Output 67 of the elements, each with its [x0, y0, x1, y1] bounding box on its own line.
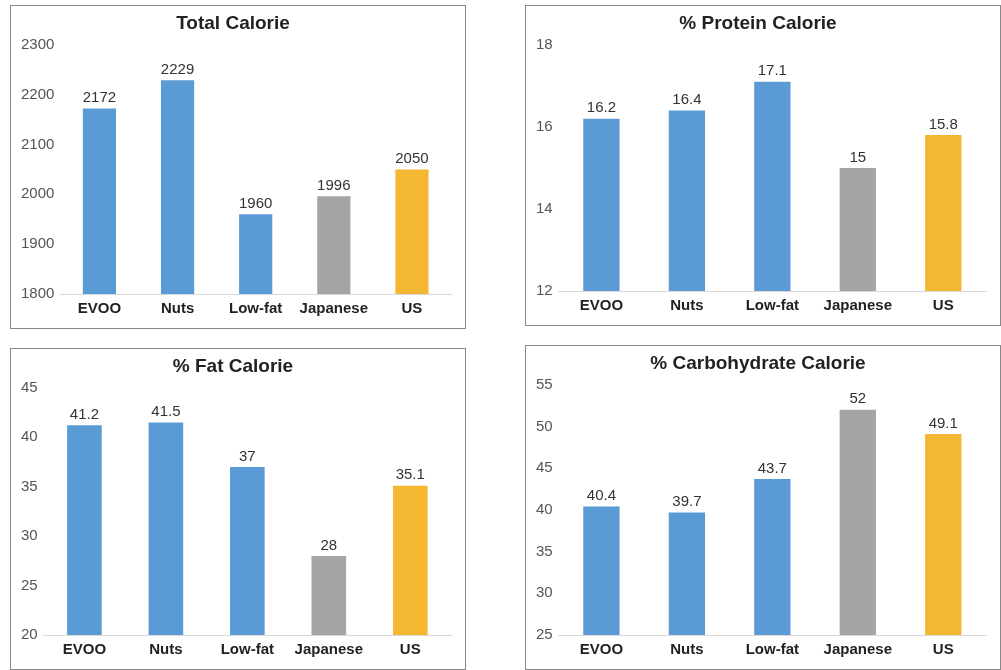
data-label: 2172	[82, 88, 117, 106]
data-label: 43.7	[757, 458, 787, 476]
data-label: 16.2	[586, 98, 617, 116]
data-label: 15	[849, 147, 867, 165]
y-tick-label: 30	[21, 526, 38, 544]
x-tick-label: EVOO	[579, 296, 624, 314]
x-tick-label: EVOO	[579, 640, 624, 658]
x-tick-label: Nuts	[670, 296, 704, 314]
y-tick-label: 45	[536, 458, 553, 476]
data-label: 28	[320, 535, 338, 553]
data-label: 2050	[395, 149, 429, 167]
data-label: 41.5	[151, 402, 181, 420]
x-tick-label: EVOO	[62, 640, 107, 658]
data-label: 41.2	[69, 405, 100, 423]
chart-title: % Protein Calorie	[679, 11, 837, 33]
x-tick-label: US	[932, 296, 954, 314]
data-label: 40.4	[586, 486, 617, 504]
x-tick-label: Nuts	[160, 299, 195, 317]
y-tick-label: 1800	[20, 284, 55, 302]
x-tick-label: EVOO	[77, 299, 122, 317]
data-label: 37	[239, 446, 256, 464]
data-label: 49.1	[928, 413, 958, 431]
y-tick-label: 2200	[20, 84, 55, 102]
data-label: 39.7	[672, 492, 702, 510]
y-tick-label: 16	[536, 117, 553, 135]
y-tick-label: 55	[536, 374, 553, 392]
y-tick-label: 40	[536, 500, 553, 518]
data-label: 2229	[160, 59, 195, 77]
x-tick-label: Low-fat	[745, 640, 800, 658]
chart-title: % Carbohydrate Calorie	[650, 351, 866, 373]
chart-title: Total Calorie	[176, 11, 290, 33]
y-tick-label: 18	[536, 34, 553, 52]
data-label: 1996	[317, 175, 351, 193]
y-tick-label: 45	[21, 377, 38, 395]
data-label: 35.1	[395, 465, 425, 483]
y-tick-label: 40	[21, 427, 38, 445]
y-tick-label: 35	[536, 541, 553, 559]
x-tick-label: US	[932, 640, 954, 658]
y-tick-label: 14	[536, 199, 553, 217]
data-label: 52	[849, 389, 867, 407]
y-tick-label: 2000	[20, 184, 55, 202]
y-tick-label: 25	[21, 575, 38, 593]
y-tick-label: 20	[21, 625, 38, 643]
y-tick-label: 2100	[20, 134, 55, 152]
x-tick-label: Japanese	[823, 640, 892, 658]
y-tick-label: 2300	[20, 34, 55, 52]
x-tick-label: Nuts	[670, 640, 704, 658]
x-tick-label: Low-fat	[220, 640, 275, 658]
data-label: 15.8	[928, 114, 958, 132]
data-label: 16.4	[672, 90, 702, 108]
y-tick-label: 30	[536, 583, 553, 601]
y-tick-label: 25	[536, 625, 553, 643]
x-tick-label: Low-fat	[745, 296, 800, 314]
chart-title: % Fat Calorie	[172, 354, 294, 376]
data-label: 17.1	[757, 61, 787, 79]
y-tick-label: 50	[536, 416, 553, 434]
x-tick-label: Japanese	[294, 640, 363, 658]
y-tick-label: 12	[536, 281, 553, 299]
x-tick-label: Japanese	[823, 296, 892, 314]
x-tick-label: Nuts	[149, 640, 183, 658]
data-label: 1960	[239, 193, 273, 211]
x-tick-label: US	[399, 640, 421, 658]
x-tick-label: Low-fat	[229, 299, 283, 317]
x-tick-label: US	[401, 299, 423, 317]
x-tick-label: Japanese	[299, 299, 369, 317]
y-tick-label: 35	[21, 476, 38, 494]
y-tick-label: 1900	[20, 234, 55, 252]
